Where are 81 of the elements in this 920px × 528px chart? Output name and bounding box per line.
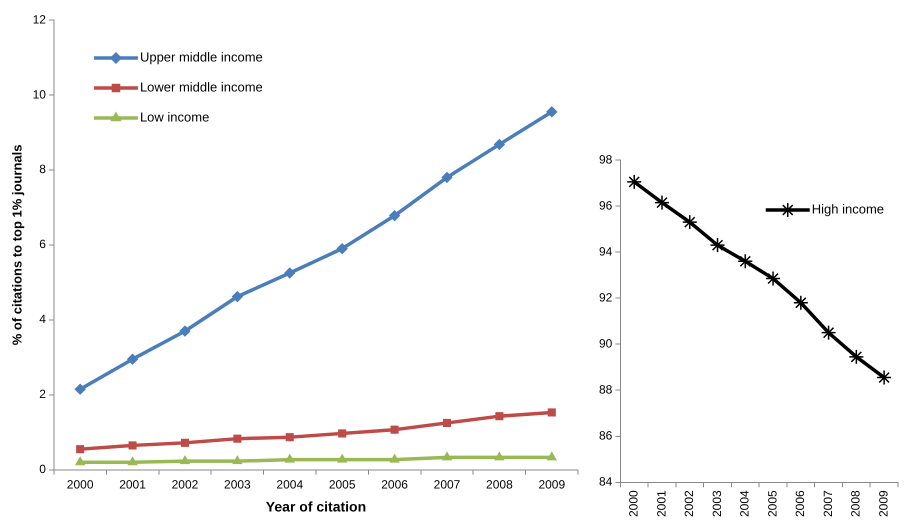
point [232,291,243,302]
point [710,237,726,253]
x-tick-label: 2007 [434,477,461,492]
point [820,324,836,340]
point [626,174,642,190]
point [284,454,295,463]
point [337,454,348,463]
y-tick-label: 10 [32,87,46,102]
x-tick-label: 2006 [793,490,808,518]
legend-label: Lower middle income [140,80,263,95]
point [390,426,399,434]
x-tick-label: 2005 [328,477,356,492]
point [284,268,296,279]
y-tick-label: 88 [598,382,613,397]
point [546,106,558,118]
x-tick-label: 2009 [538,477,566,492]
point [442,452,452,460]
x-tick-label: 2003 [224,477,252,492]
x-tick-label: 2001 [654,490,668,518]
point [441,172,452,183]
x-axis-title: Year of citation [266,498,366,514]
legend-label: High income [812,202,884,217]
point [442,418,452,427]
point [495,412,504,420]
point [494,138,505,150]
point [548,408,556,416]
point [765,270,781,286]
y-tick-label: 92 [598,290,613,304]
y-tick-label: 12 [32,12,46,26]
point [74,384,86,395]
point [494,452,504,460]
point [128,441,137,450]
legend-label: Low income [140,110,210,125]
y-tick-label: 2 [39,387,46,402]
point [180,456,190,464]
x-tick-label: 2000 [66,477,94,492]
y-axis-title: % of citations to top 1% journals [9,144,24,346]
x-tick-label: 2004 [738,490,752,518]
point [793,294,809,310]
point [682,214,698,230]
y-tick-label: 8 [39,162,46,176]
point [389,210,400,222]
point [127,354,138,365]
x-tick-label: 2007 [820,490,835,518]
legend-label: Upper middle income [140,50,263,65]
y-tick-label: 4 [39,312,46,326]
x-tick-label: 2005 [765,490,780,518]
point [180,438,189,447]
point [390,454,400,463]
point [232,456,242,464]
y-tick-label: 6 [39,237,46,252]
point [738,254,754,270]
x-tick-label: 2002 [172,477,199,492]
x-tick-label: 2004 [276,477,304,492]
x-tick-label: 2008 [486,477,514,492]
point [75,456,85,466]
point [546,452,557,460]
point [338,429,346,438]
point [876,370,892,386]
x-tick-label: 2002 [682,490,696,518]
point [76,445,84,454]
point [233,434,242,443]
x-tick-label: 2006 [381,477,408,492]
y-tick-label: 90 [598,336,613,350]
x-tick-label: 2008 [848,490,863,518]
x-tick-label: 2003 [710,490,724,518]
point [179,326,190,337]
y-tick-label: 86 [598,428,613,443]
point [654,194,670,210]
x-tick-label: 2001 [119,477,146,492]
point [286,433,294,442]
y-tick-label: 0 [39,462,46,476]
y-tick-label: 98 [598,152,613,166]
point [336,243,348,254]
y-tick-label: 96 [598,198,613,212]
point [128,456,138,466]
point [848,349,864,365]
x-tick-label: 2000 [626,490,641,518]
x-tick-label: 2009 [876,490,890,518]
y-tick-label: 94 [598,244,613,258]
y-tick-label: 84 [598,474,613,489]
